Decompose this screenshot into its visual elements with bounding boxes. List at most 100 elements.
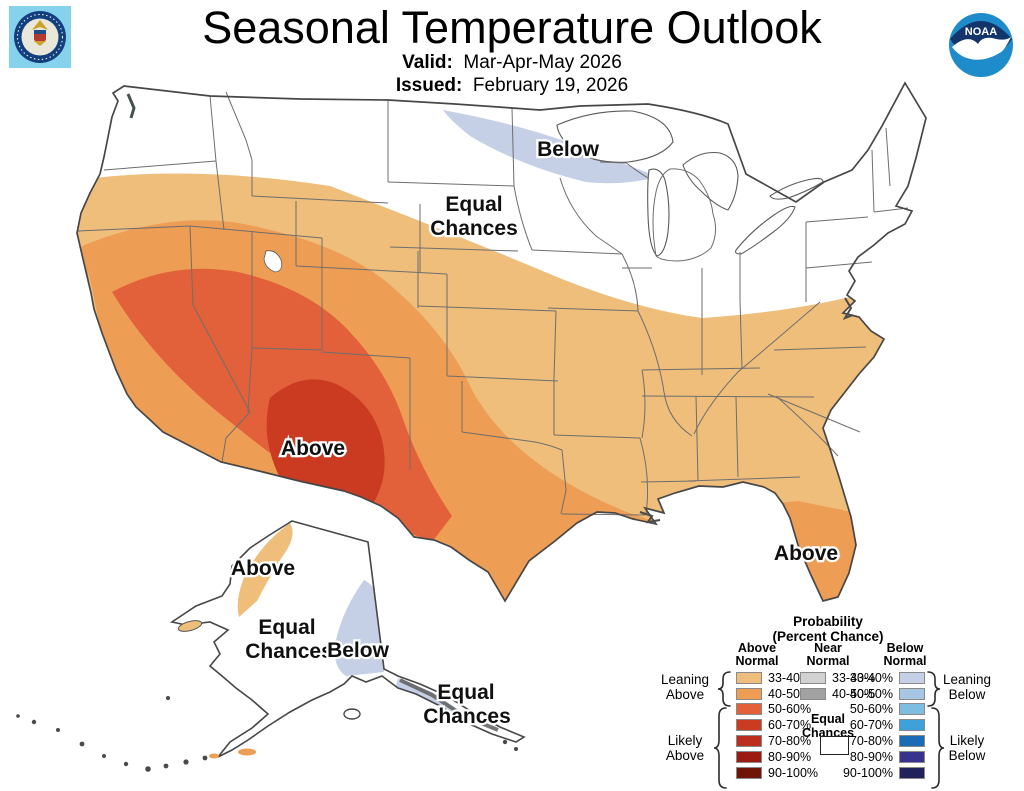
state-borders: [77, 91, 909, 516]
state-border-line: [640, 480, 697, 483]
state-border-line: [547, 307, 639, 312]
issued-value: February 19, 2026: [472, 75, 629, 96]
legend-range-label: 70-80%: [768, 734, 812, 749]
brace-likely-below: [931, 707, 945, 789]
legend-swatch: [736, 687, 762, 700]
legend-header-above: Above Normal: [735, 641, 779, 668]
commerce-seal-icon: [9, 6, 71, 68]
state-border-line: [446, 375, 559, 382]
state-border-line: [735, 396, 739, 478]
legend-swatch: [800, 671, 826, 684]
legend-swatch: [736, 735, 762, 748]
ak-band-above: [237, 523, 293, 617]
state-border-line: [775, 395, 839, 457]
legend-swatch: [736, 750, 762, 763]
legend-group-likely-below: Likely Below: [948, 733, 986, 763]
legend-range-label: 33-40%: [849, 670, 893, 685]
state-border-line: [247, 347, 253, 413]
label-ak-below: Below: [327, 639, 390, 662]
legend-range-label: 90-100%: [842, 765, 893, 780]
legend-equal-chances-swatch: [820, 736, 849, 755]
ak-panhandle-fjords: [399, 678, 499, 732]
valid-line: Valid: Mar-Apr-May 2026: [0, 52, 1024, 74]
state-border-line: [221, 411, 251, 463]
legend-swatch: [899, 766, 925, 779]
noaa-logo-text: NOAA: [965, 26, 997, 38]
legend-row: 90-100%: [736, 765, 818, 781]
legend-swatch: [899, 750, 925, 763]
st-lawrence-island: [177, 620, 203, 632]
legend-range-label: 50-60%: [849, 702, 893, 717]
state-border-line: [695, 395, 699, 481]
legend-range-label: 40-50%: [849, 686, 893, 701]
valid-value: Mar-Apr-May 2026: [463, 52, 622, 73]
state-border-line: [511, 107, 533, 251]
label-below-north: Below: [537, 138, 600, 161]
legend-range-label: 70-80%: [849, 734, 893, 749]
state-border-line: [641, 395, 815, 398]
state-border-line: [189, 225, 323, 239]
legend-rows-below: 33-40% 40-50% 50-60% 60-70% 70-80% 80-90% 90-1…: [835, 670, 925, 781]
state-border-line: [77, 225, 191, 232]
state-border-line: [652, 168, 717, 262]
legend-group-likely-above: Likely Above: [665, 733, 705, 763]
band-below-north: [443, 110, 658, 184]
legend-row: 40-50%: [835, 686, 925, 702]
page-title: Seasonal Temperature Outlook: [202, 2, 822, 53]
legend-swatch: [899, 719, 925, 732]
kodiak-island: [343, 708, 361, 720]
ak-se-band-below: [396, 678, 464, 720]
label-above-alaska: Above: [231, 557, 295, 580]
puget-sound-detail: [126, 93, 136, 119]
legend-title-2: (Percent Chance): [772, 629, 884, 644]
label-ak-equal-2: Chances: [245, 640, 333, 663]
legend-row: 40-50%: [800, 686, 875, 702]
valid-label: Valid:: [402, 52, 453, 73]
state-border-line: [871, 149, 875, 213]
brace-leaning-below: [927, 671, 941, 707]
state-border-line: [251, 195, 389, 204]
legend: Probability (Percent Chance) Above Norma…: [652, 610, 1024, 791]
legend-range-label: 80-90%: [849, 749, 893, 764]
state-border-line: [561, 513, 646, 516]
state-border-line: [805, 261, 873, 269]
state-border-line: [531, 249, 623, 255]
label-ak-equal-1: Equal: [258, 616, 315, 639]
state-border-line: [560, 449, 567, 515]
state-border-line: [637, 310, 693, 437]
label-equal-chances-1: Equal: [445, 193, 502, 216]
state-border-line: [389, 246, 519, 252]
legend-header-near: Near Normal: [806, 641, 850, 668]
legend-swatch: [736, 671, 762, 684]
state-border-line: [739, 252, 743, 369]
label-ak-se-equal-1: Equal: [437, 681, 494, 704]
legend-row: 50-60%: [736, 702, 818, 718]
legend-range-label: 60-70%: [768, 718, 812, 733]
louisiana-delta-detail: [639, 511, 661, 524]
label-equal-chances-2: Chances: [430, 217, 518, 240]
legend-row: 33-40%: [800, 670, 875, 686]
state-border-line: [461, 431, 563, 451]
legend-swatch: [899, 671, 925, 684]
legend-swatch: [899, 735, 925, 748]
state-border-line: [805, 216, 869, 223]
aleutian-islands: [16, 696, 518, 772]
legend-swatch: [899, 687, 925, 700]
state-border-line: [599, 161, 627, 164]
legend-range-label: 40-50%: [832, 686, 876, 701]
legend-range-label: 33-40%: [832, 670, 876, 685]
state-border-line: [641, 369, 646, 439]
legend-swatch: [899, 703, 925, 716]
legend-range-label: 50-60%: [768, 702, 812, 717]
state-border-line: [387, 181, 515, 187]
legend-row: 70-80%: [736, 733, 818, 749]
brace-leaning-above: [717, 671, 731, 707]
legend-swatch: [736, 703, 762, 716]
state-border-line: [773, 346, 867, 351]
great-salt-lake: [263, 250, 283, 273]
state-border-line: [215, 160, 225, 231]
legend-row: 80-90%: [835, 749, 925, 765]
state-border-line: [321, 351, 411, 359]
legend-range-label: 60-70%: [849, 718, 893, 733]
